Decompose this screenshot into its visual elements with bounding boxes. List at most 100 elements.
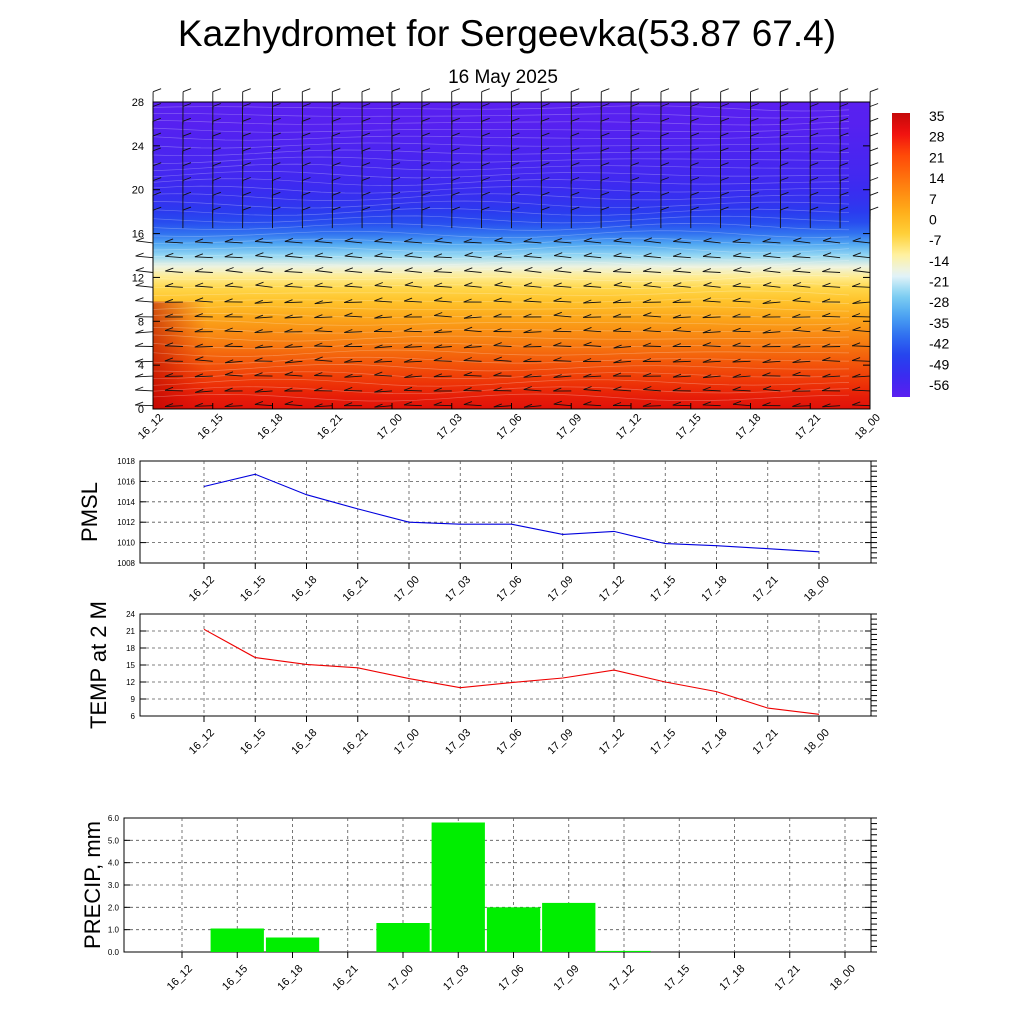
wind-barb-flag [869, 177, 879, 181]
y-tick-label: 21 [126, 627, 135, 636]
wind-barb-shaft [763, 270, 781, 273]
wind-barb-flag [314, 282, 323, 287]
wind-barb-flag [523, 343, 532, 348]
wind-barb-flag [690, 162, 699, 167]
wind-barb-flag [809, 88, 819, 93]
wind-barb-flag [571, 147, 580, 152]
wind-barb-flag [165, 267, 174, 272]
x-tick-label: 17_00 [375, 412, 405, 442]
wind-barb-flag [284, 343, 293, 348]
wind-barb-flag [523, 329, 532, 334]
wind-barb-flag [822, 356, 831, 361]
wind-barb-shaft [463, 241, 482, 244]
wind-barb-flag [780, 162, 789, 167]
wind-barb-shaft [224, 330, 243, 333]
wind-barb-flag [403, 327, 413, 332]
isotherm-line [152, 113, 850, 119]
wind-barb-flag [315, 267, 324, 271]
x-tick-label: 17_18 [717, 963, 747, 993]
wind-barb-flag [314, 327, 323, 332]
wind-barb-shaft [314, 359, 333, 362]
wind-barb-shaft [583, 375, 602, 378]
wind-barb-flag [421, 162, 431, 167]
wind-barb-flag [194, 268, 204, 272]
wind-barb-shaft [553, 285, 572, 288]
wind-barb-shaft [732, 345, 751, 347]
wind-barb-shaft [344, 270, 363, 273]
wind-barb-flag [403, 297, 413, 302]
wind-barb-flag [451, 103, 460, 107]
wind-barb-flag [523, 373, 532, 378]
wind-barb-shaft [643, 315, 661, 318]
isotherm-line [152, 342, 849, 350]
x-tick-label: 18_00 [853, 412, 883, 442]
wind-barb-flag [164, 357, 174, 362]
wind-barb-shaft [164, 389, 183, 392]
wind-barb-shaft [224, 405, 243, 408]
wind-barb-flag [362, 147, 371, 152]
x-tick-label: 16_12 [136, 412, 166, 442]
wind-barb-shaft [733, 270, 751, 273]
wind-barb-shaft [523, 375, 542, 378]
wind-barb-flag [553, 357, 562, 361]
wind-barb-flag [451, 147, 460, 152]
wind-barb-flag [463, 298, 472, 303]
wind-barb-flag [690, 191, 699, 196]
wind-barb-flag [463, 314, 473, 319]
wind-barb-flag [194, 402, 203, 407]
wind-barb-shaft [433, 375, 452, 378]
wind-barb-flag [553, 342, 562, 347]
wind-barb-flag [822, 252, 832, 257]
wind-barb-shaft [822, 405, 841, 408]
wind-barb-flag [164, 327, 174, 332]
wind-barb-shaft [792, 300, 811, 303]
wind-barb-shaft [702, 316, 721, 319]
wind-barb-flag [272, 88, 281, 93]
x-tick-label: 17_06 [494, 574, 524, 604]
wind-barb-flag [481, 191, 490, 196]
wind-barb-flag [494, 267, 503, 272]
wind-barb-flag [272, 147, 281, 152]
wind-barb-shaft [852, 345, 871, 347]
wind-barb-shaft [822, 271, 841, 273]
wind-barb-shaft [374, 240, 393, 244]
wind-barb-flag [135, 282, 144, 286]
isotherm-line [152, 320, 850, 326]
isotherm-line [152, 200, 850, 209]
wind-barb-flag [702, 252, 712, 257]
wind-barb-flag [481, 132, 490, 137]
wind-barb-flag [433, 268, 443, 273]
wind-barb-flag [570, 132, 580, 137]
wind-barb-flag [152, 191, 162, 196]
wind-barb-flag [212, 206, 221, 211]
wind-barb-flag [523, 403, 533, 408]
wind-barb-flag [720, 147, 729, 152]
wind-barb-flag [660, 191, 670, 196]
wind-barb-shaft [374, 255, 393, 259]
y-tick-label: 16 [132, 229, 144, 241]
wind-barb-shaft [403, 330, 422, 333]
wind-barb-flag [780, 132, 789, 137]
isotherm-line [152, 178, 850, 186]
wind-barb-flag [403, 313, 413, 318]
wind-barb-flag [433, 357, 443, 362]
x-tick-label: 17_03 [443, 727, 473, 757]
wind-barb-shaft [672, 360, 691, 363]
wind-barb-shaft [344, 255, 363, 259]
wind-barb-flag [344, 299, 353, 304]
wind-barb-flag [571, 206, 580, 211]
wind-barb-shaft [404, 241, 422, 244]
wind-barb-shaft [792, 256, 811, 259]
wind-barb-shaft [195, 285, 213, 288]
wind-barb-flag [272, 117, 281, 122]
wind-barb-flag [852, 300, 861, 304]
wind-barb-shaft [225, 270, 243, 273]
y-tick-label: 1010 [117, 539, 135, 548]
wind-barb-flag [810, 191, 819, 196]
wind-barb-flag [511, 88, 520, 93]
isotherm-line [152, 105, 850, 112]
wind-barb-flag [732, 327, 741, 332]
isotherm-contours [152, 105, 850, 402]
y-tick-label: 4 [138, 360, 144, 372]
wind-barb-flag [750, 88, 759, 93]
